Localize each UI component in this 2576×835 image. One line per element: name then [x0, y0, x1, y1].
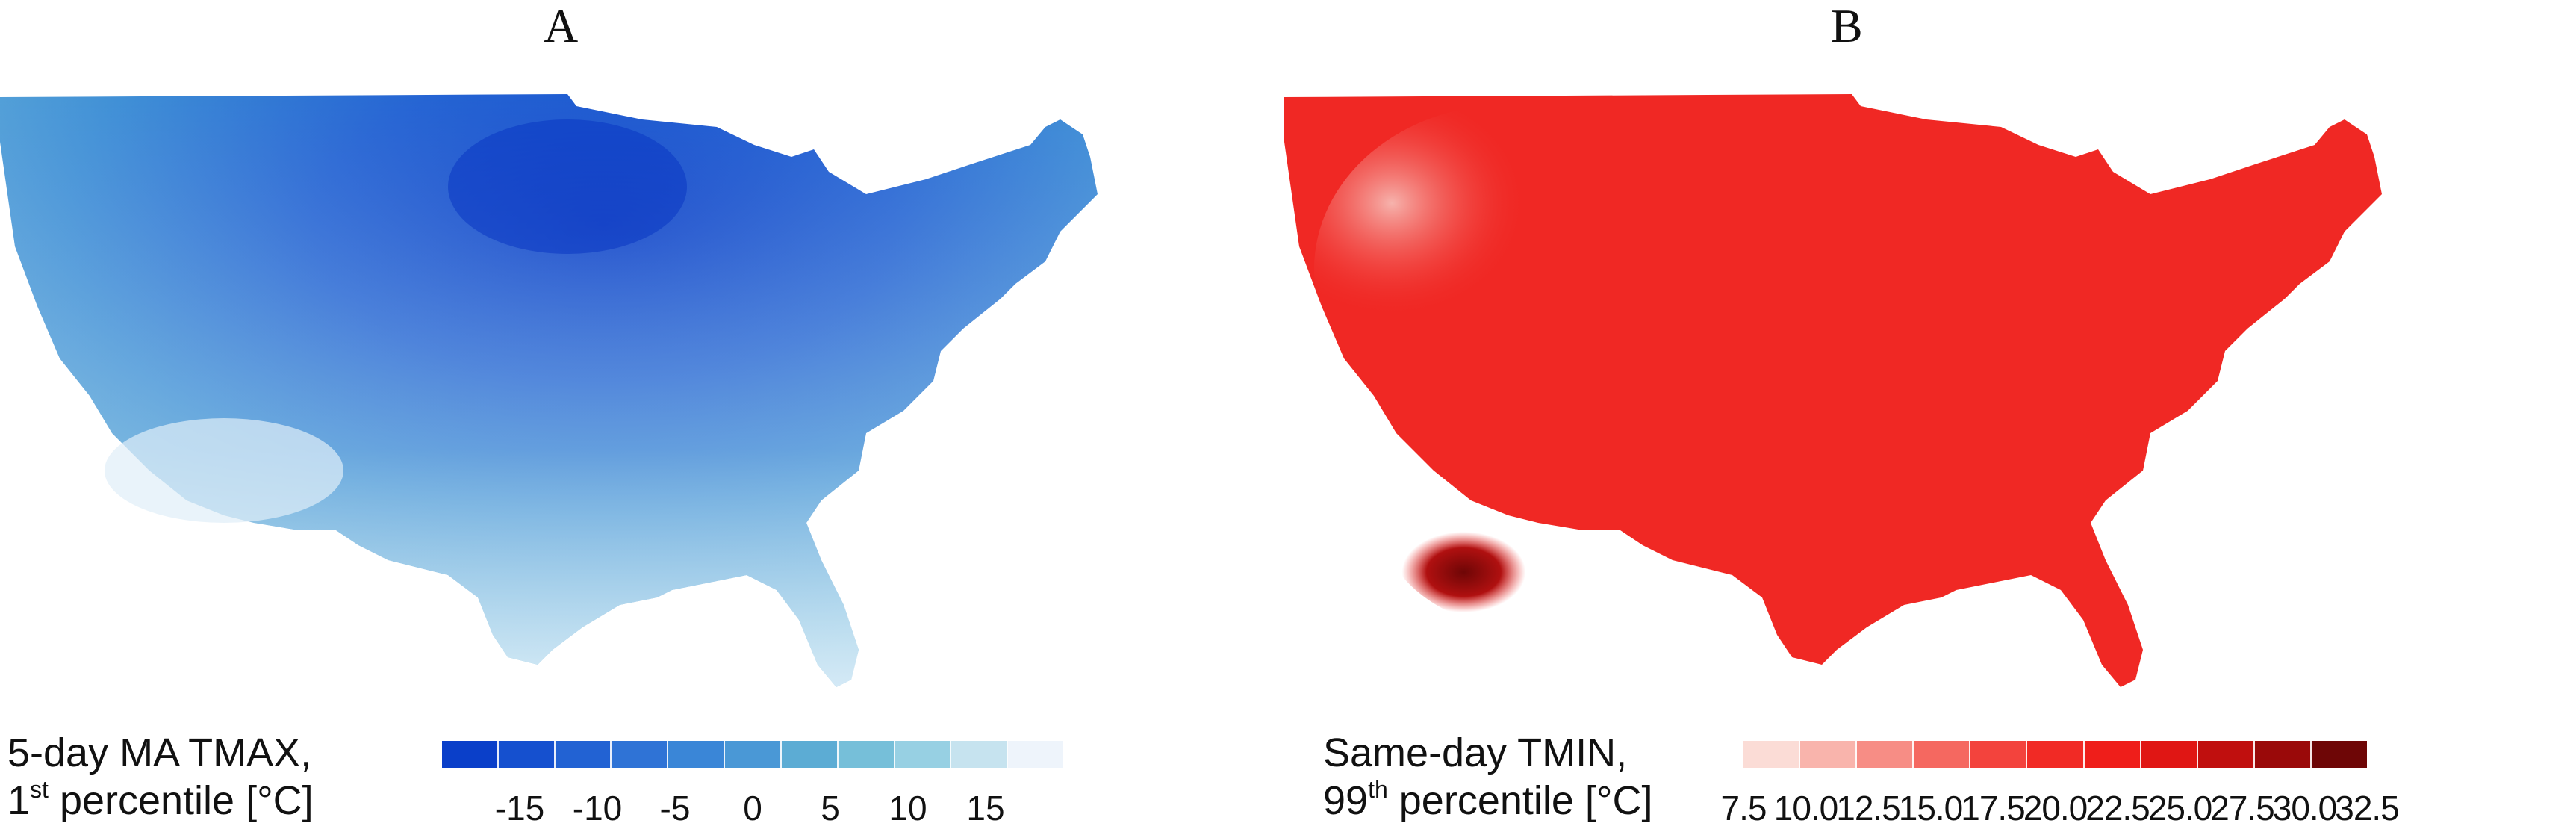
panel-label-a: A: [544, 0, 579, 52]
legend-title-b-line1: Same-day TMIN,: [1323, 730, 1628, 775]
colorbar-swatch: [2197, 741, 2255, 768]
legend-title-b-line2: 99th percentile [°C]: [1323, 776, 1653, 823]
colorbar-tick-label: 15: [966, 789, 1005, 828]
legend-title-a-line1: 5-day MA TMAX,: [7, 730, 312, 775]
colorbar-swatch: [2311, 741, 2367, 768]
colorbar-tick-label: 10: [889, 789, 927, 828]
colorbar-swatch: [612, 741, 669, 768]
colorbar-tick-label: 10.0: [1773, 789, 1839, 828]
colorbar-swatch: [895, 741, 952, 768]
usa-shape-b: [1284, 94, 2382, 687]
colorbar-tick-label: 17.5: [1961, 789, 2026, 828]
colorbar-swatch: [1914, 741, 1971, 768]
colorbar-tick-label: 15.0: [1898, 789, 1964, 828]
colorbar-tick-label: -15: [494, 789, 545, 828]
colorbar-swatch: [1743, 741, 1801, 768]
colorbar-swatch: [2254, 741, 2312, 768]
colorbar-tick-label: 7.5: [1720, 789, 1767, 828]
colorbar-swatch: [838, 741, 895, 768]
legend-title-b: Same-day TMIN, 99th percentile [°C]: [1323, 729, 1653, 825]
colorbar-b: [1743, 741, 2367, 768]
colorbar-swatch: [1008, 741, 1063, 768]
colorbar-swatch: [498, 741, 556, 768]
colorbar-tick-label: 22.5: [2085, 789, 2150, 828]
colorbar-tick-label: 32.5: [2335, 789, 2400, 828]
colorbar-tick-label: 27.5: [2210, 789, 2275, 828]
colorbar-tick-label: 0: [743, 789, 762, 828]
colorbar-tick-label: 25.0: [2147, 789, 2213, 828]
usa-tmax-map: [0, 94, 1098, 687]
colorbar-swatch: [725, 741, 782, 768]
colorbar-swatch: [668, 741, 726, 768]
panel-label-b: B: [1831, 0, 1863, 52]
colorbar-a: [442, 741, 1063, 768]
colorbar-tick-label: -10: [572, 789, 623, 828]
legend-title-a-line2: 1st percentile [°C]: [7, 776, 314, 823]
colorbar-tick-label: 30.0: [2272, 789, 2338, 828]
colorbar-tick-label: 5: [821, 789, 840, 828]
colorbar-tick-label: -5: [659, 789, 691, 828]
colorbar-swatch: [951, 741, 1009, 768]
colorbar-swatch: [2027, 741, 2085, 768]
colorbar-swatch: [2084, 741, 2141, 768]
colorbar-swatch: [2141, 741, 2198, 768]
colorbar-swatch: [442, 741, 499, 768]
colorbar-swatch: [1857, 741, 1914, 768]
colorbar-swatch: [555, 741, 612, 768]
colorbar-tick-label: 12.5: [1836, 789, 1901, 828]
colorbar-tick-label: 20.0: [2023, 789, 2088, 828]
legend-title-a: 5-day MA TMAX, 1st percentile [°C]: [7, 729, 314, 825]
colorbar-swatch: [1970, 741, 2028, 768]
colorbar-swatch: [781, 741, 839, 768]
colorbar-swatch: [1800, 741, 1858, 768]
usa-tmin-map: [1284, 94, 2382, 687]
usa-shape-a: [0, 94, 1098, 687]
